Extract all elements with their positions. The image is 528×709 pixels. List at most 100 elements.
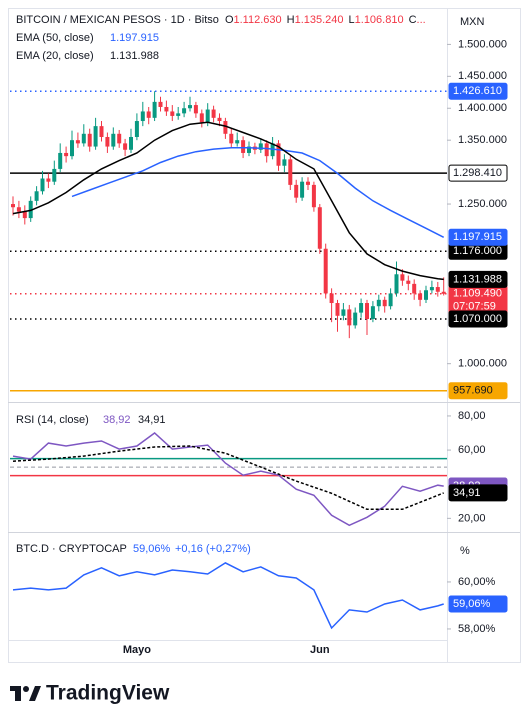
logo-part bbox=[29, 686, 41, 701]
candle-body bbox=[241, 140, 246, 153]
candle-body bbox=[418, 293, 423, 300]
ohlc-value: 1.106.810 bbox=[355, 14, 404, 26]
series-line bbox=[12, 432, 444, 527]
ema-legend-value: 1.131.988 bbox=[110, 50, 159, 62]
candle-body bbox=[235, 140, 240, 144]
candle-body bbox=[264, 143, 269, 157]
ema-line bbox=[71, 147, 445, 238]
candle-body bbox=[158, 101, 163, 107]
x-tick-label: Mayo bbox=[123, 644, 151, 656]
candle-body bbox=[87, 133, 92, 147]
ohlc-key: C bbox=[409, 14, 417, 26]
price-label: 1.298.410 bbox=[453, 167, 502, 179]
y-tick-label: 1.350.000 bbox=[458, 134, 507, 146]
series-line bbox=[12, 562, 444, 630]
candle-body bbox=[341, 309, 346, 316]
price-label: 34,91 bbox=[453, 487, 481, 499]
candle-body bbox=[282, 159, 287, 166]
candle-body bbox=[146, 111, 151, 118]
candle-body bbox=[199, 113, 204, 123]
candle-body bbox=[129, 136, 133, 150]
ema-legend-value: 1.197.915 bbox=[110, 32, 159, 44]
candle-body bbox=[164, 106, 169, 112]
candle-body bbox=[28, 200, 33, 219]
candle-body bbox=[223, 121, 228, 134]
y-tick-label: 80,00 bbox=[458, 410, 486, 422]
main-legend: BITCOIN / MEXICAN PESOS · 1D · Bitso O1.1… bbox=[16, 14, 426, 26]
candle-body bbox=[335, 303, 340, 316]
brand-name: TradingView bbox=[46, 682, 170, 705]
price-label-box bbox=[448, 82, 508, 100]
y-tick-label: 58,00% bbox=[458, 623, 496, 635]
price-label: 1.176.000 bbox=[453, 245, 502, 257]
candle-body bbox=[64, 152, 69, 157]
candle-body bbox=[359, 303, 364, 313]
candle-body bbox=[99, 126, 104, 137]
price-label-box bbox=[448, 382, 508, 400]
candle-body bbox=[365, 303, 369, 319]
candle-body bbox=[188, 105, 192, 109]
y-tick-label: 1.500.000 bbox=[458, 38, 507, 50]
unit-label: % bbox=[460, 545, 470, 557]
chart-frame bbox=[8, 8, 521, 663]
candle-body bbox=[329, 293, 334, 304]
rsi-legend-value: 34,91 bbox=[138, 414, 166, 426]
candle-body bbox=[46, 178, 51, 182]
ohlc-value: 1.112.630 bbox=[234, 14, 282, 26]
y-tick-label: 60,00% bbox=[458, 576, 496, 588]
candle-body bbox=[276, 143, 281, 166]
price-label-box bbox=[448, 310, 508, 328]
candle-body bbox=[211, 109, 216, 118]
btcd-legend-change: +0,16 (+0,27%) bbox=[175, 543, 251, 555]
price-label: 1.426.610 bbox=[453, 85, 502, 97]
candle-body bbox=[412, 283, 417, 294]
rsi-legend-value: 38,92 bbox=[103, 414, 131, 426]
price-label-box bbox=[448, 484, 508, 502]
candle-body bbox=[317, 207, 322, 249]
price-label-box bbox=[448, 228, 508, 246]
candle-body bbox=[170, 111, 175, 116]
candle-body bbox=[406, 280, 411, 284]
candle-body bbox=[382, 299, 387, 307]
candle-body bbox=[424, 290, 428, 300]
candle-body bbox=[323, 248, 328, 294]
candle-body bbox=[140, 111, 145, 122]
candle-body bbox=[394, 274, 399, 294]
candle-body bbox=[435, 287, 440, 292]
logo-part bbox=[23, 686, 29, 692]
price-label: 59,06% bbox=[453, 598, 491, 610]
y-tick-label: 1.250.000 bbox=[458, 198, 507, 210]
candle-body bbox=[347, 309, 352, 326]
ohlc-key: L bbox=[349, 14, 355, 26]
candle-body bbox=[16, 207, 21, 212]
candle-body bbox=[217, 117, 222, 122]
ema-line bbox=[12, 121, 444, 281]
price-label: 957.690 bbox=[453, 385, 493, 397]
price-label-box bbox=[448, 270, 508, 288]
ohlc-value: 1.135.240 bbox=[295, 14, 344, 26]
candle-body bbox=[22, 211, 27, 219]
ohlc-key: H bbox=[287, 14, 295, 26]
chart-title: BITCOIN / MEXICAN PESOS · 1D · Bitso bbox=[16, 14, 219, 26]
candle-body bbox=[75, 140, 80, 144]
currency-label: MXN bbox=[460, 16, 485, 28]
btcd-legend-value: 59,06% bbox=[133, 543, 171, 555]
candle-body bbox=[311, 184, 316, 208]
y-tick-label: 1.000.000 bbox=[458, 358, 507, 370]
candle-body bbox=[40, 178, 45, 192]
candle-body bbox=[247, 146, 251, 153]
candle-body bbox=[400, 274, 405, 281]
candle-body bbox=[205, 109, 210, 123]
candle-body bbox=[34, 191, 39, 201]
candle-body bbox=[123, 143, 128, 150]
countdown-label: 07:07:59 bbox=[453, 301, 496, 313]
logo-part bbox=[15, 686, 21, 701]
candle-body bbox=[11, 204, 15, 208]
candle-body bbox=[93, 126, 98, 147]
price-label-box bbox=[448, 164, 508, 182]
ohlc-value: ... bbox=[417, 14, 426, 26]
candle-body bbox=[300, 181, 305, 198]
candle-body bbox=[294, 184, 299, 198]
